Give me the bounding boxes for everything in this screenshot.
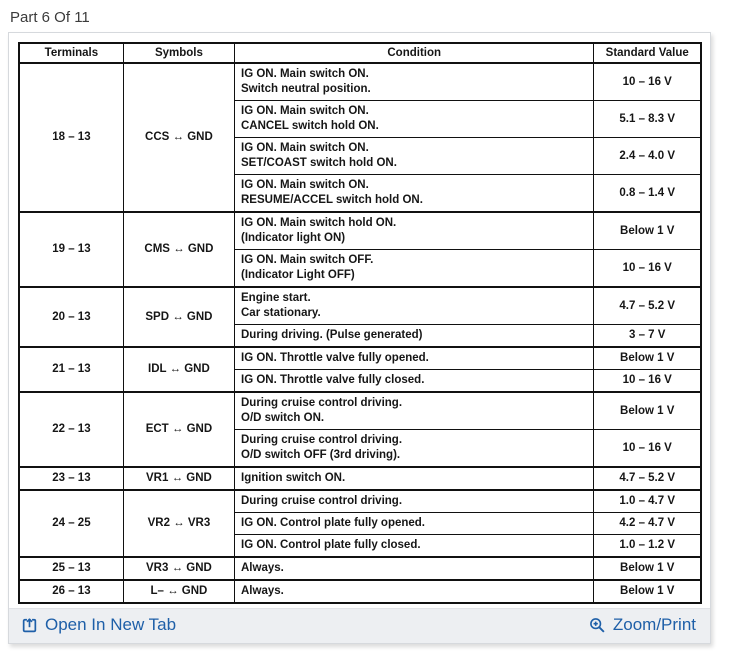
condition-cell: IG ON. Main switch ON. SET/COAST switch h… <box>233 137 595 175</box>
table-row: During cruise control driving. O/D switch… <box>19 429 702 468</box>
standard-value-cell: Below 1 V <box>593 211 702 250</box>
header-symbols: Symbols <box>122 42 236 64</box>
open-in-new-tab-label: Open In New Tab <box>45 615 177 634</box>
condition-cell: During cruise control driving. O/D switch… <box>233 391 595 430</box>
condition-cell: Engine start. Car stationary. <box>233 286 595 325</box>
standard-value-cell: Below 1 V <box>593 391 702 430</box>
standard-value-cell: 10 – 16 V <box>593 249 702 288</box>
table-row: IG ON. Control plate fully opened. 4.2 – … <box>19 512 702 535</box>
condition-cell: IG ON. Throttle valve fully opened. <box>233 346 595 370</box>
condition-cell: IG ON. Main switch ON. Switch neutral pos… <box>233 62 595 101</box>
symbols-cell: CMS ↔ GND <box>122 211 236 288</box>
terminals-cell: 19 – 13 <box>18 211 124 288</box>
standard-value-cell: 10 – 16 V <box>593 62 702 101</box>
table-row: 26 – 13 L– ↔ GND Always. Below 1 V <box>18 579 702 604</box>
standard-value-cell: Below 1 V <box>593 579 702 604</box>
standard-value-cell: 3 – 7 V <box>593 324 702 348</box>
table-row: 18 – 13 CCS ↔ GND IG ON. Main switch ON. Sw… <box>18 62 702 213</box>
table-row: 20 – 13 SPD ↔ GND Engine start. Car station… <box>18 286 702 348</box>
standard-value-cell: 0.8 – 1.4 V <box>593 174 702 213</box>
condition-cell: Always. <box>233 579 595 604</box>
standard-value-cell: 10 – 16 V <box>593 429 702 468</box>
terminals-cell: 25 – 13 <box>18 556 124 581</box>
symbols-cell: VR1 ↔ GND <box>122 466 236 491</box>
terminal-spec-table: Terminals Symbols Condition Standard Val… <box>18 42 702 604</box>
table-row: 24 – 25 VR2 ↔ VR3 During cruise control dr… <box>18 489 702 558</box>
table-row: IG ON. Main switch OFF. (Indicator Light … <box>19 249 702 288</box>
condition-cell: During driving. (Pulse generated) <box>233 324 595 348</box>
standard-value-cell: 4.7 – 5.2 V <box>593 466 702 491</box>
terminals-cell: 22 – 13 <box>18 391 124 468</box>
condition-cell: IG ON. Main switch ON. CANCEL switch hold… <box>233 100 595 138</box>
open-in-new-tab-icon <box>21 617 38 634</box>
table-row: IG ON. Main switch ON. CANCEL switch hold… <box>19 100 702 138</box>
terminals-cell: 23 – 13 <box>18 466 124 491</box>
condition-cell: During cruise control driving. O/D switch… <box>233 429 595 468</box>
viewer-footer-bar: Open In New Tab Zoom/Print <box>9 608 710 643</box>
condition-cell: IG ON. Control plate fully opened. <box>233 512 595 535</box>
document-viewer: Terminals Symbols Condition Standard Val… <box>8 32 711 644</box>
symbols-cell: VR2 ↔ VR3 <box>122 489 236 558</box>
condition-cell: IG ON. Throttle valve fully closed. <box>233 369 595 393</box>
symbols-cell: SPD ↔ GND <box>122 286 236 348</box>
symbols-cell: ECT ↔ GND <box>122 391 236 468</box>
condition-cell: Ignition switch ON. <box>233 466 595 491</box>
standard-value-cell: 5.1 – 8.3 V <box>593 100 702 138</box>
condition-cell: IG ON. Main switch hold ON. (Indicator li… <box>233 211 595 250</box>
header-standard-value: Standard Value <box>593 42 702 64</box>
header-terminals: Terminals <box>18 42 124 64</box>
zoom-print-label: Zoom/Print <box>612 615 696 634</box>
terminals-cell: 24 – 25 <box>18 489 124 558</box>
table-body: 18 – 13 CCS ↔ GND IG ON. Main switch ON. Sw… <box>18 62 702 604</box>
table-row: 22 – 13 ECT ↔ GND During cruise control dr… <box>18 391 702 468</box>
table-row: 21 – 13 IDL ↔ GND IG ON. Throttle valve fu… <box>18 346 702 393</box>
scanned-table-area: Terminals Symbols Condition Standard Val… <box>9 33 710 608</box>
header-condition: Condition <box>233 42 595 64</box>
terminals-cell: 20 – 13 <box>18 286 124 348</box>
symbols-cell: CCS ↔ GND <box>122 62 236 213</box>
standard-value-cell: 1.0 – 4.7 V <box>593 489 702 513</box>
condition-cell: IG ON. Control plate fully closed. <box>233 534 595 558</box>
magnifier-plus-icon <box>589 617 606 634</box>
table-row: 19 – 13 CMS ↔ GND IG ON. Main switch hold … <box>18 211 702 288</box>
standard-value-cell: 1.0 – 1.2 V <box>593 534 702 558</box>
symbols-cell: L– ↔ GND <box>122 579 236 604</box>
terminals-cell: 18 – 13 <box>18 62 124 213</box>
zoom-print-link[interactable]: Zoom/Print <box>589 615 696 635</box>
condition-cell: Always. <box>233 556 595 581</box>
table-row: IG ON. Main switch ON. RESUME/ACCEL switc… <box>19 174 702 213</box>
terminals-cell: 26 – 13 <box>18 579 124 604</box>
standard-value-cell: 2.4 – 4.0 V <box>593 137 702 175</box>
condition-cell: During cruise control driving. <box>233 489 595 513</box>
table-row: IG ON. Control plate fully closed. 1.0 – … <box>19 534 702 558</box>
condition-cell: IG ON. Main switch ON. RESUME/ACCEL switc… <box>233 174 595 213</box>
standard-value-cell: Below 1 V <box>593 346 702 370</box>
page-title: Part 6 Of 11 <box>10 9 90 26</box>
table-row: 23 – 13 VR1 ↔ GND Ignition switch ON. 4.7 –… <box>18 466 702 491</box>
table-header-row: Terminals Symbols Condition Standard Val… <box>18 42 702 64</box>
table-row: 25 – 13 VR3 ↔ GND Always. Below 1 V <box>18 556 702 581</box>
terminals-cell: 21 – 13 <box>18 346 124 393</box>
symbols-cell: VR3 ↔ GND <box>122 556 236 581</box>
standard-value-cell: 4.2 – 4.7 V <box>593 512 702 535</box>
standard-value-cell: 10 – 16 V <box>593 369 702 393</box>
symbols-cell: IDL ↔ GND <box>122 346 236 393</box>
standard-value-cell: 4.7 – 5.2 V <box>593 286 702 325</box>
open-in-new-tab-link[interactable]: Open In New Tab <box>21 615 176 635</box>
standard-value-cell: Below 1 V <box>593 556 702 581</box>
table-row: IG ON. Main switch ON. SET/COAST switch h… <box>19 137 702 175</box>
condition-cell: IG ON. Main switch OFF. (Indicator Light … <box>233 249 595 288</box>
